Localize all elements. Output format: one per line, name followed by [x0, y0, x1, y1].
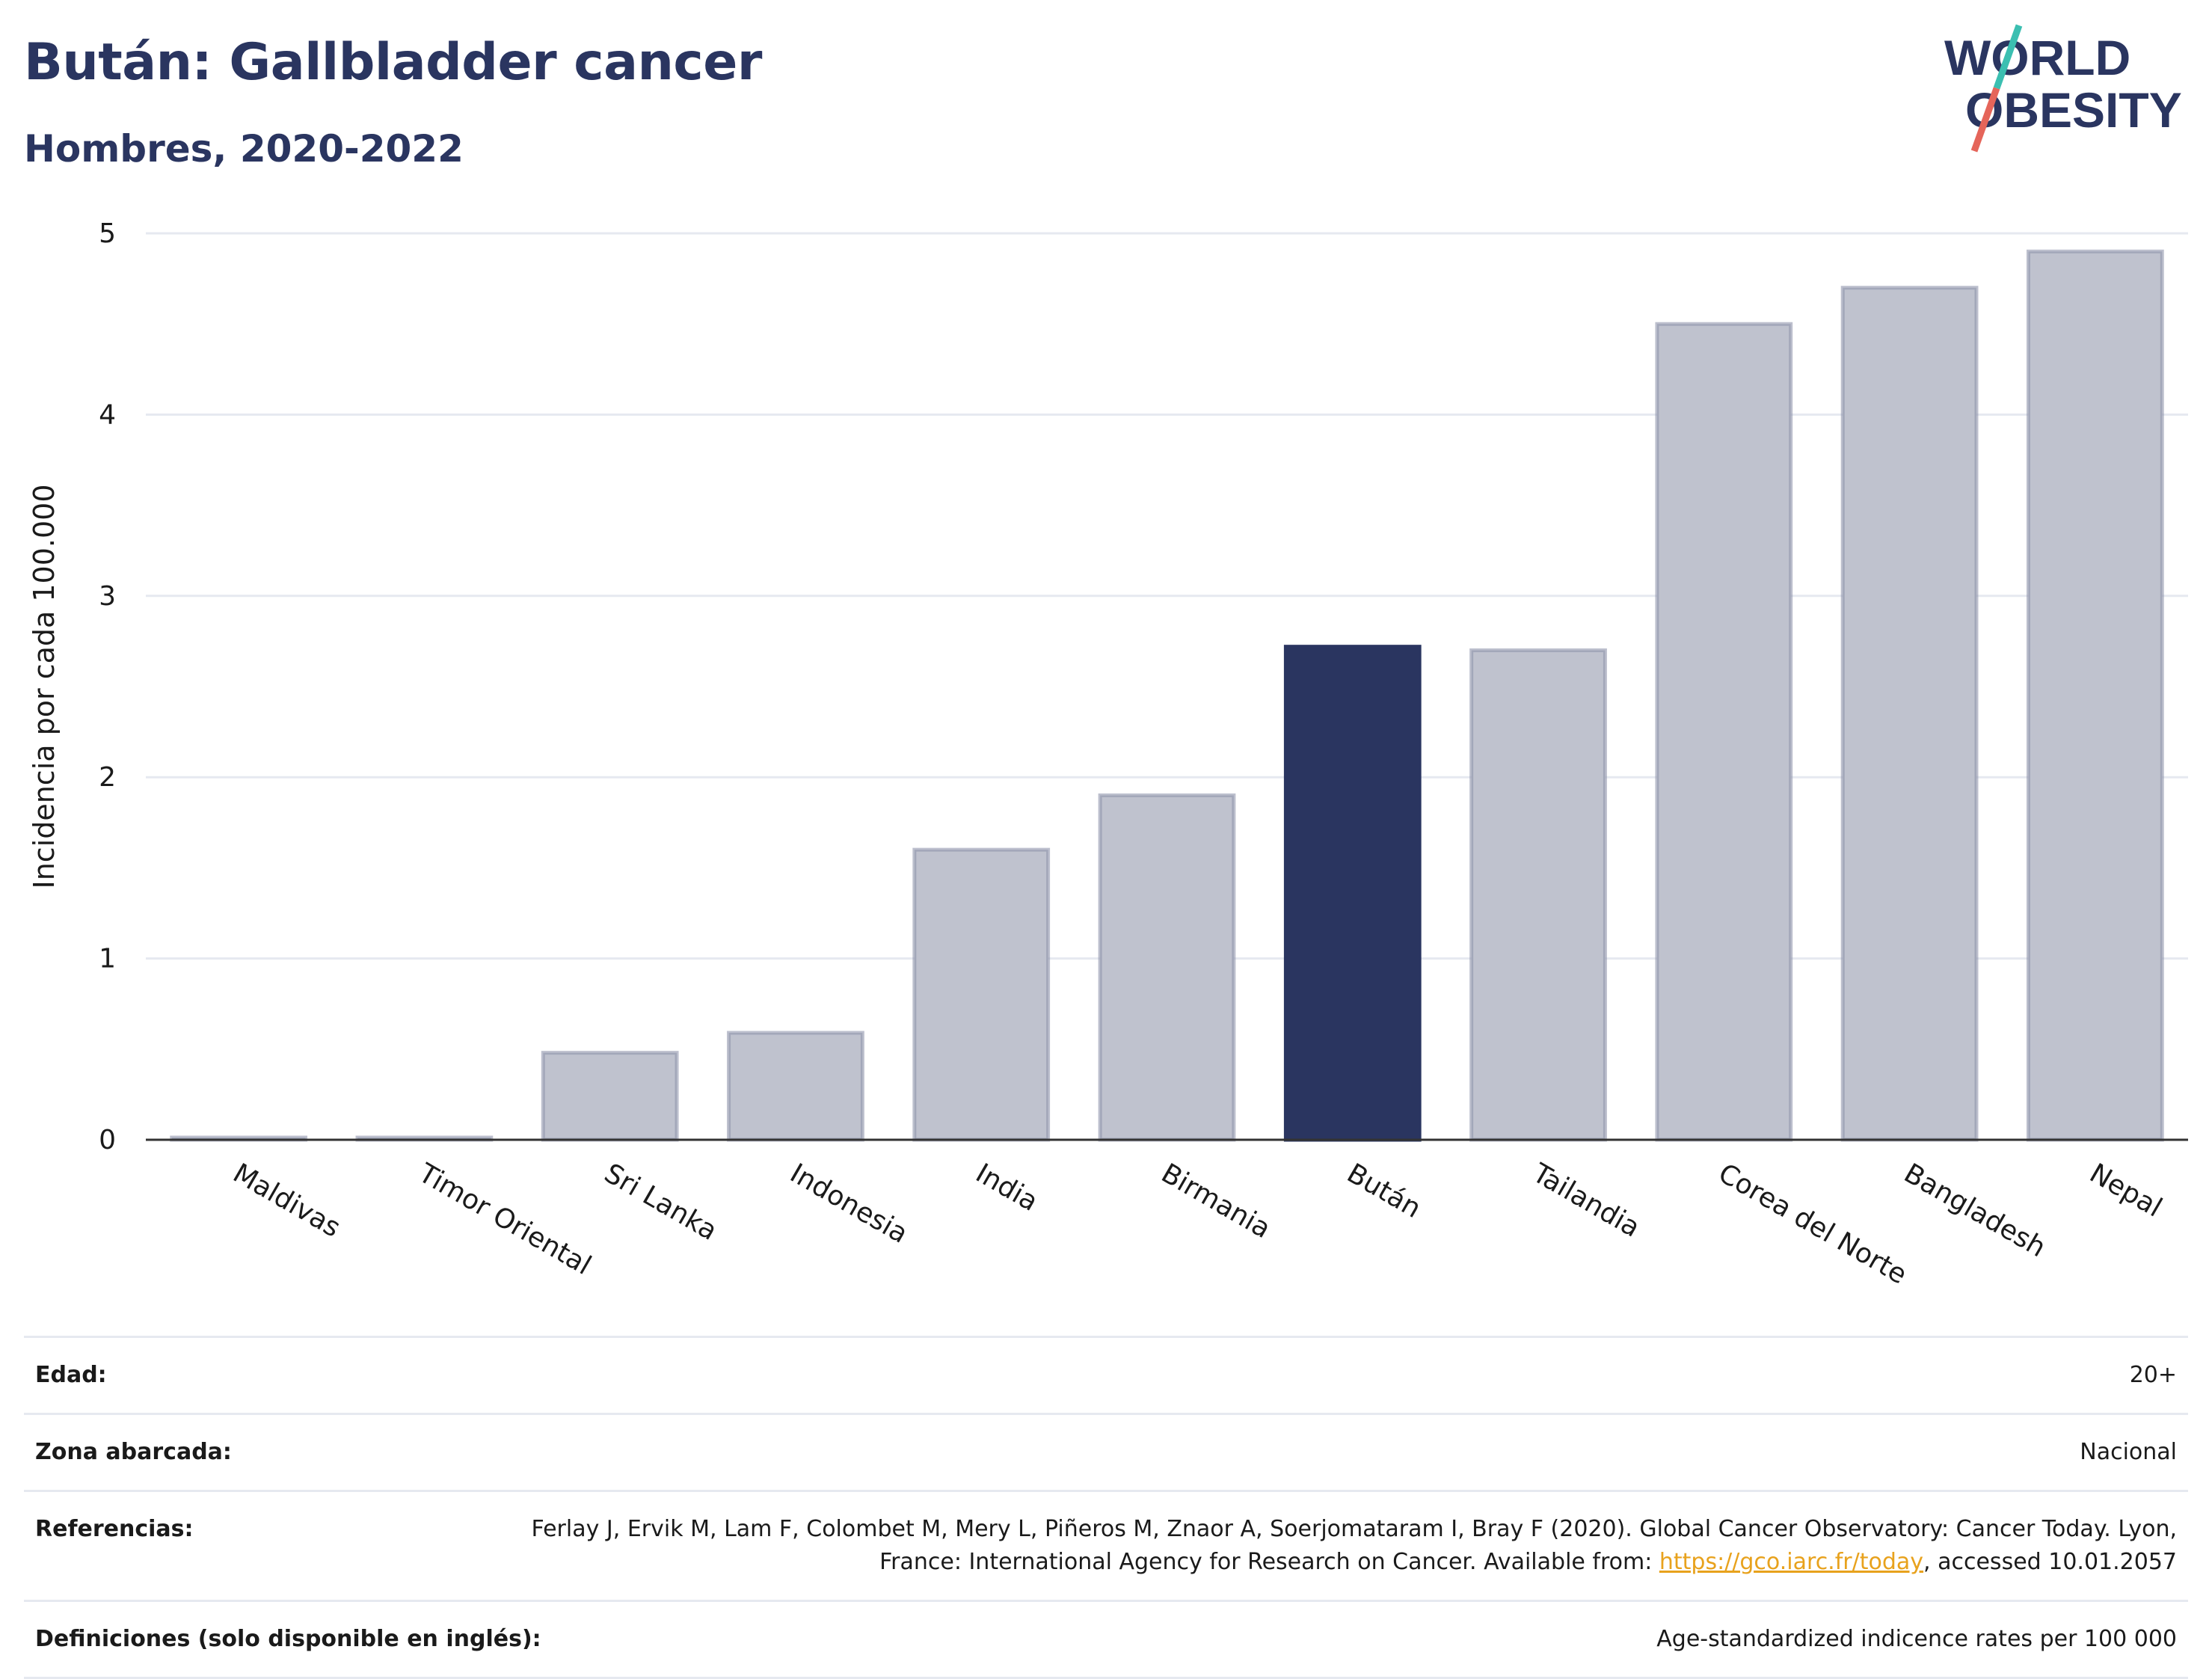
x-tick-label: Nepal	[2084, 1158, 2167, 1224]
chart-title: Bután: Gallbladder cancer	[24, 33, 762, 92]
meta-row-age: Edad: 20+	[24, 1336, 2188, 1413]
y-tick-label: 3	[99, 581, 116, 612]
world-obesity-logo: WORLD OBESITY	[1944, 24, 2182, 153]
bar	[541, 1051, 679, 1142]
x-tick-label: Indonesia	[784, 1158, 912, 1250]
logo-slash-top	[1993, 24, 2023, 90]
logo-word-world: WORLD	[1944, 30, 2130, 85]
x-tick-label: Corea del Norte	[1713, 1158, 1912, 1290]
definitions-label: Definiciones (solo disponible en inglés)…	[35, 1626, 541, 1652]
x-tick-label: Bután	[1342, 1158, 1426, 1224]
bar	[912, 847, 1051, 1142]
metadata-table: Edad: 20+ Zona abarcada: Nacional Refere…	[24, 1336, 2188, 1679]
meta-row-definitions: Definiciones (solo disponible en inglés)…	[24, 1600, 2188, 1679]
x-tick-label: Bangladesh	[1899, 1158, 2050, 1263]
bar	[1840, 286, 1979, 1142]
bar	[1655, 322, 1793, 1142]
bar	[1098, 793, 1236, 1142]
bar	[1283, 645, 1422, 1142]
y-tick-label: 1	[99, 944, 116, 974]
bar	[2026, 249, 2164, 1142]
meta-row-zone: Zona abarcada: Nacional	[24, 1413, 2188, 1490]
y-axis-title: Incidencia por cada 100.000	[28, 484, 61, 888]
x-tick-label: Maldivas	[228, 1158, 345, 1244]
y-tick-label: 5	[99, 218, 116, 249]
x-tick-label: Birmania	[1156, 1158, 1276, 1244]
definitions-value: Age-standardized indicence rates per 100…	[1656, 1626, 2177, 1652]
meta-row-references: Referencias: Ferlay J, Ervik M, Lam F, C…	[24, 1490, 2188, 1600]
references-label: Referencias:	[35, 1516, 194, 1542]
y-tick-label: 4	[99, 399, 116, 430]
chart-subtitle: Hombres, 2020-2022	[24, 127, 464, 171]
bar	[1469, 648, 1607, 1142]
x-tick-label: Timor Oriental	[413, 1158, 596, 1281]
y-tick-label: 2	[99, 762, 116, 793]
age-value: 20+	[2129, 1362, 2177, 1388]
x-tick-label: Sri Lanka	[599, 1158, 722, 1247]
references-value: Ferlay J, Ervik M, Lam F, Colombet M, Me…	[457, 1513, 2177, 1579]
x-tick-label: India	[971, 1158, 1043, 1218]
zone-label: Zona abarcada:	[35, 1439, 232, 1465]
bar	[727, 1031, 864, 1142]
references-text: Ferlay J, Ervik M, Lam F, Colombet M, Me…	[531, 1516, 2177, 1575]
references-link[interactable]: https://gco.iarc.fr/today	[1659, 1549, 1924, 1575]
x-tick-label: Tailandia	[1527, 1158, 1645, 1244]
bar-chart: 0 1 2 3 4 5 Incidencia por cada 100.000 Maldiva…	[28, 218, 2188, 1290]
references-accessed: , accessed 10.01.2057	[1923, 1549, 2177, 1575]
age-label: Edad:	[35, 1362, 107, 1388]
zone-value: Nacional	[2080, 1439, 2177, 1465]
y-tick-label: 0	[99, 1125, 116, 1155]
logo-word-obesity: OBESITY	[1965, 82, 2182, 138]
logo-slash-bottom	[1970, 87, 2000, 153]
